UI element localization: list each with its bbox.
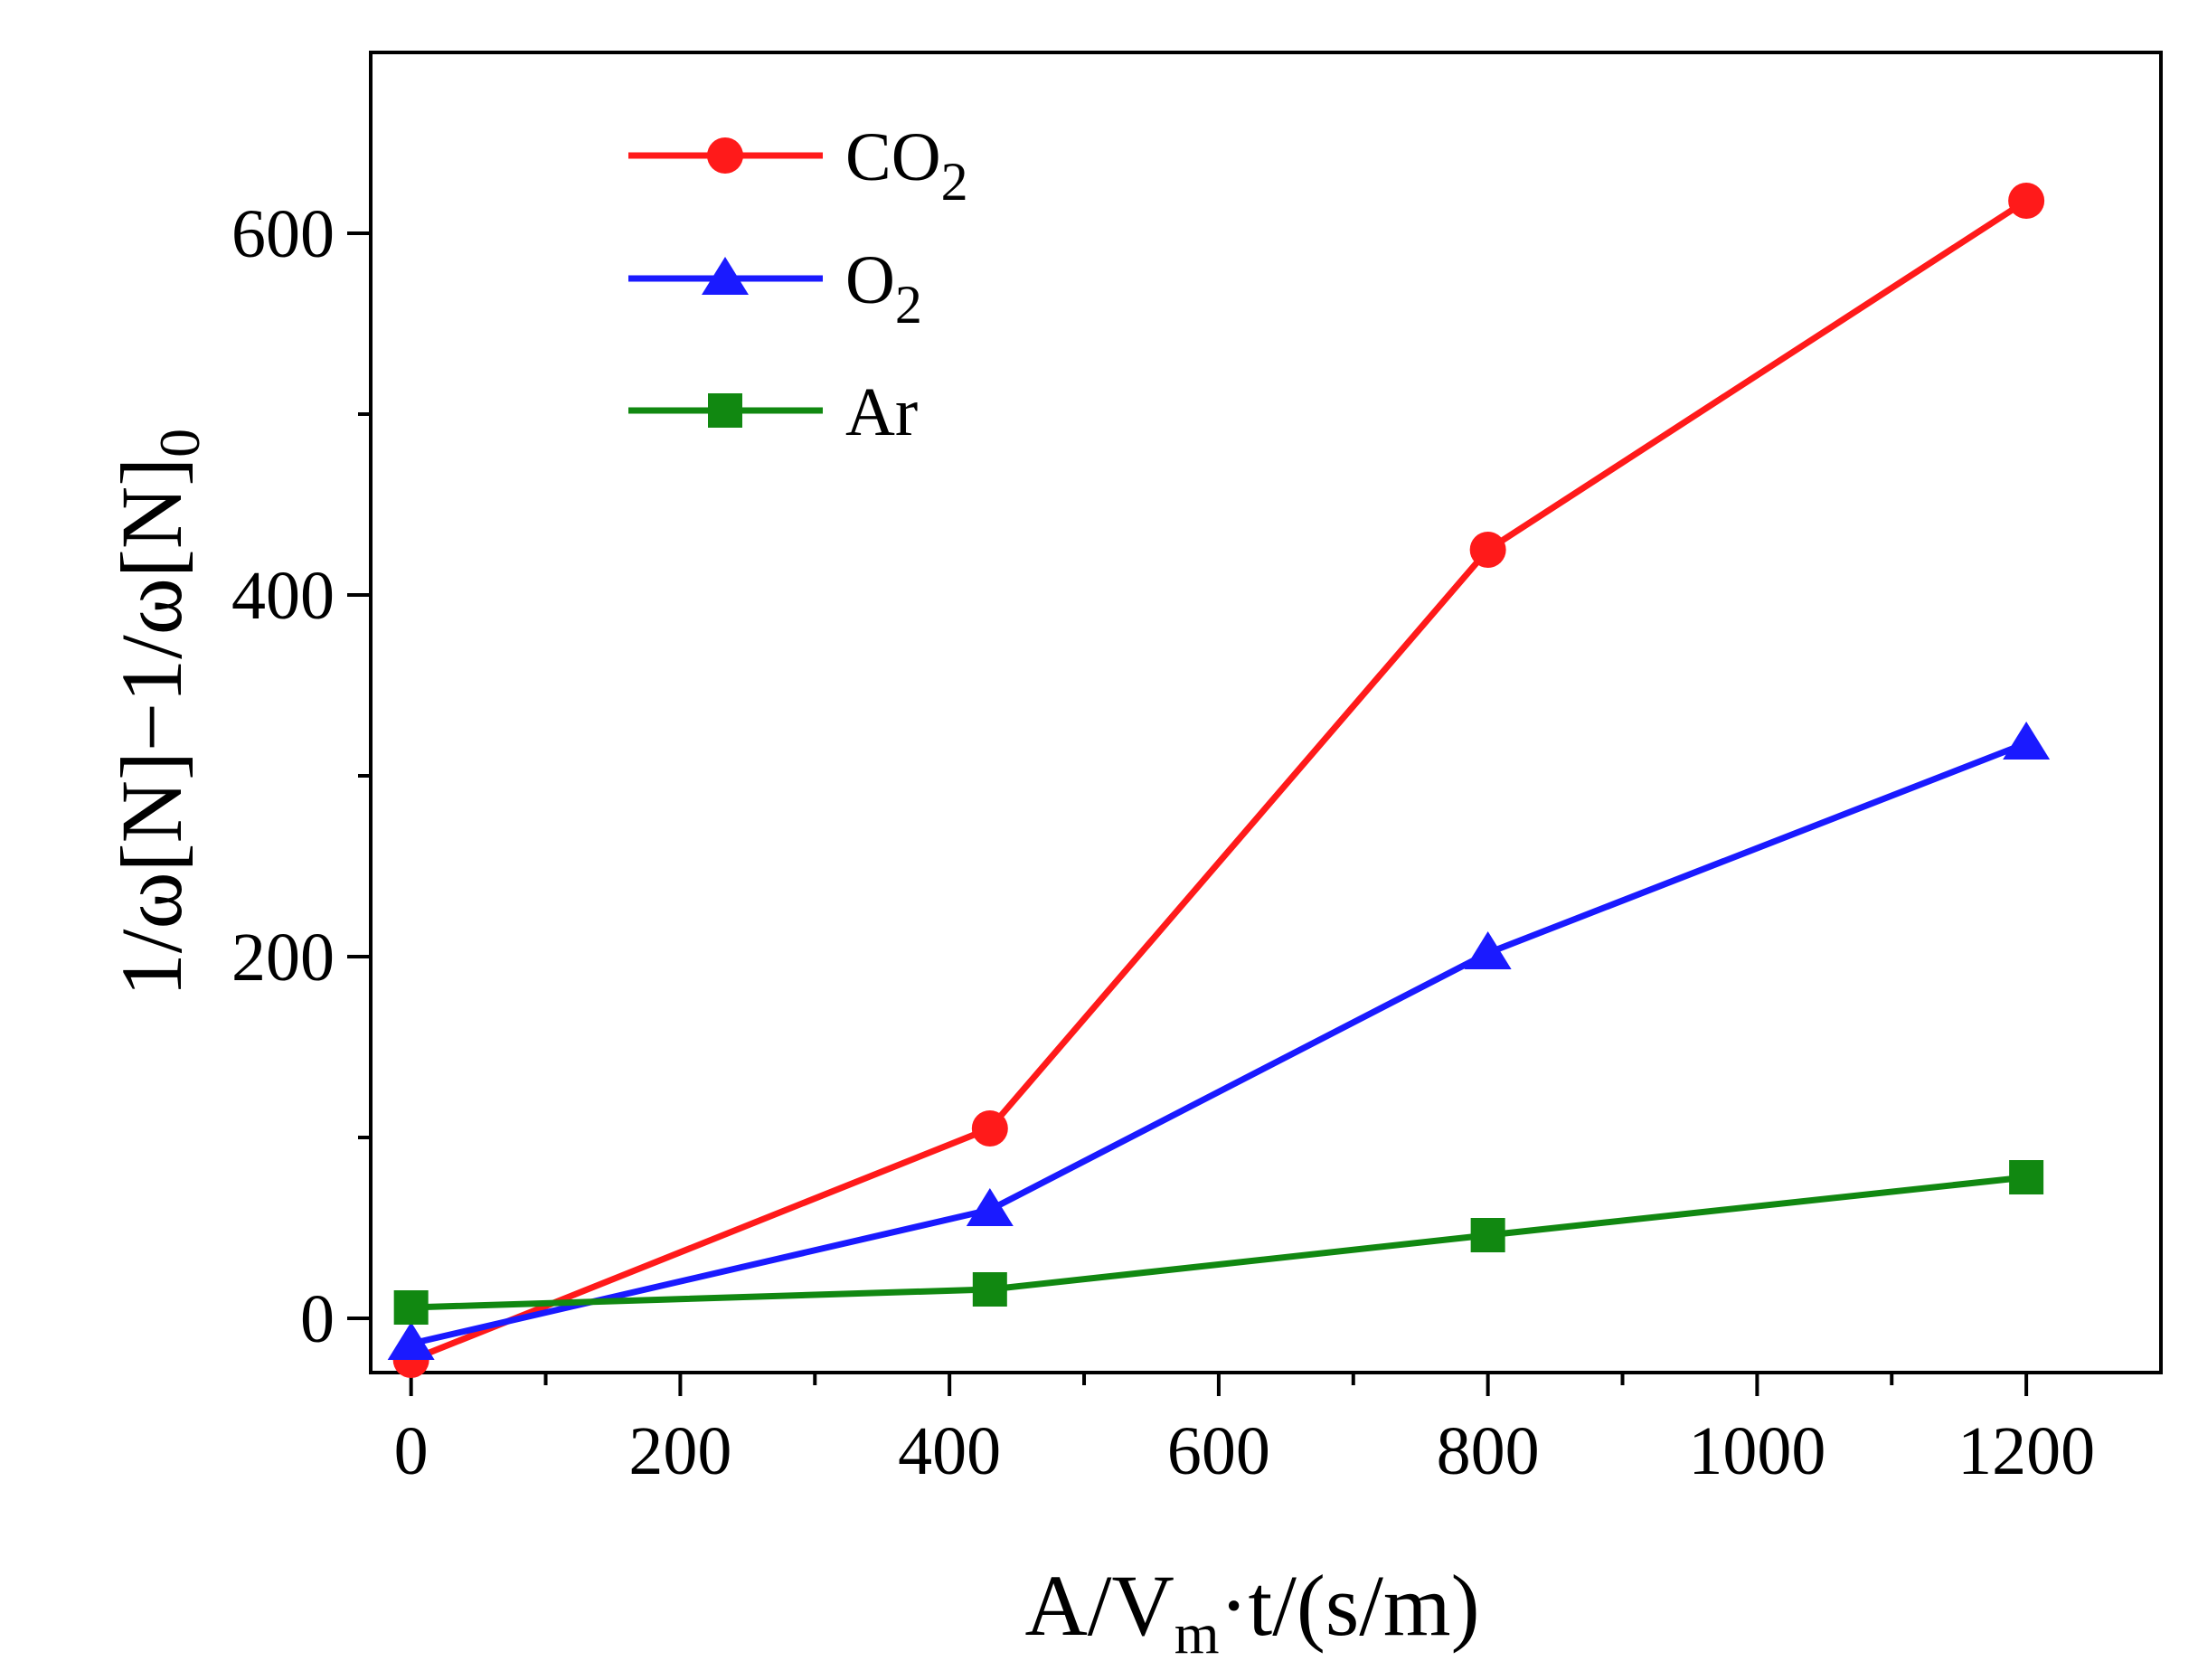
- legend-marker: [702, 257, 749, 295]
- x-axis-title: A/Vm·t/(s/m): [1024, 1557, 1479, 1666]
- data-point-o2: [2003, 722, 2051, 760]
- y-tick-label: 200: [231, 920, 335, 996]
- y-tick-label: 400: [231, 558, 335, 634]
- x-tick-label: 200: [628, 1413, 731, 1489]
- series-layer: [387, 183, 2051, 1378]
- legend-label: Ar: [845, 374, 918, 450]
- y-tick-labels: 0 200 400 600: [231, 196, 335, 1357]
- axis-ticks: [347, 231, 2029, 1396]
- series-o2: [387, 722, 2051, 1360]
- series-line-ar: [410, 1174, 2027, 1311]
- data-point-o2: [966, 1188, 1014, 1226]
- y-tick-label: 0: [300, 1281, 335, 1357]
- data-point-co2: [2008, 183, 2045, 219]
- data-point-ar: [2009, 1160, 2044, 1194]
- legend-item-o2: O2: [628, 242, 922, 335]
- series-co2: [392, 183, 2045, 1378]
- legend-label: CO2: [845, 119, 968, 212]
- data-point-o2: [387, 1322, 435, 1360]
- plot-frame: [369, 51, 2163, 1374]
- x-tick-label: 800: [1437, 1413, 1540, 1489]
- legend-label: O2: [845, 242, 922, 335]
- series-ar: [393, 1160, 2044, 1325]
- data-point-ar: [393, 1290, 429, 1325]
- y-axis-title: 1/ω[N]−1/ω[N]0: [103, 429, 212, 996]
- x-tick-label: 400: [898, 1413, 1001, 1489]
- data-point-ar: [1470, 1218, 1505, 1252]
- data-point-co2: [1469, 532, 1506, 568]
- data-point-o2: [1464, 931, 1512, 969]
- x-tick-label: 1200: [1957, 1413, 2095, 1489]
- data-point-ar: [972, 1272, 1007, 1307]
- legend-item-co2: CO2: [628, 119, 968, 212]
- x-tick-label: 0: [394, 1413, 429, 1489]
- legend: CO2 O2 Ar: [628, 119, 968, 450]
- legend-marker: [707, 137, 743, 174]
- x-tick-label: 1000: [1688, 1413, 1825, 1489]
- legend-item-ar: Ar: [628, 374, 918, 450]
- x-tick-labels: 0 200 400 600 800 1000 1200: [394, 1413, 2095, 1489]
- y-tick-label: 600: [231, 196, 335, 272]
- x-tick-label: 600: [1167, 1413, 1270, 1489]
- data-point-co2: [971, 1110, 1008, 1147]
- legend-marker: [708, 393, 742, 428]
- series-line-o2: [410, 740, 2028, 1347]
- series-line-co2: [410, 198, 2029, 1364]
